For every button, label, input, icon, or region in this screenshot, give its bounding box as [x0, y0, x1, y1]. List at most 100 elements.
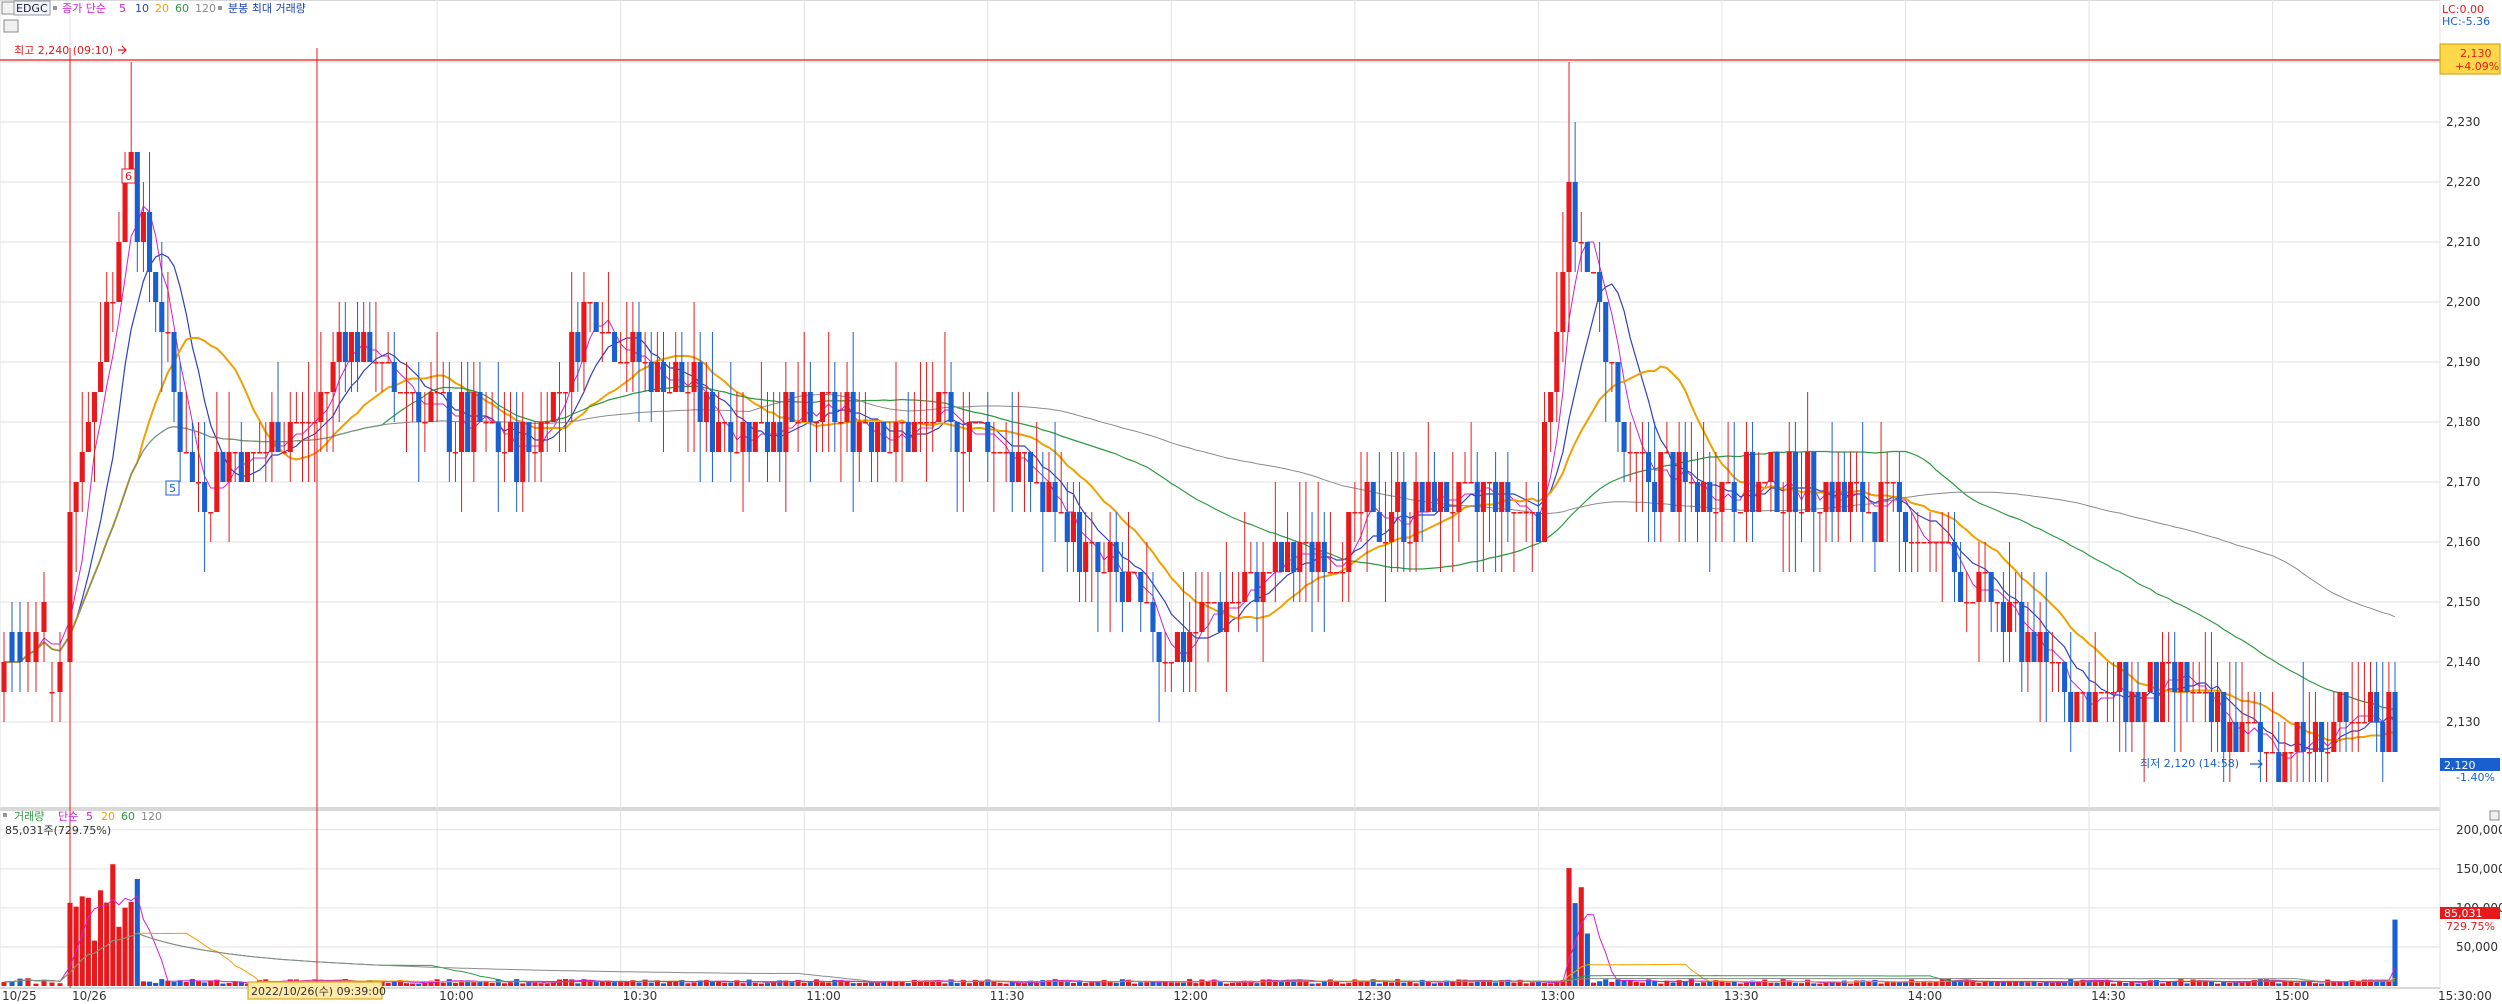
- volume-bar: [397, 980, 403, 986]
- volume-bar: [1278, 981, 1285, 986]
- volume-bar: [1493, 982, 1499, 986]
- settings-icon[interactable]: [1, 1, 15, 15]
- price-tick: 2,180: [2446, 415, 2480, 429]
- volume-bar: [410, 983, 416, 986]
- volume-bar: [2141, 982, 2147, 986]
- candle-body: [1211, 602, 1217, 604]
- volume-bar: [477, 981, 483, 986]
- candle-body: [1034, 482, 1040, 484]
- candle-body: [324, 392, 330, 394]
- volume-bar: [2233, 981, 2239, 986]
- candle-body: [942, 392, 948, 394]
- volume-bar: [526, 982, 532, 986]
- candle-body: [471, 392, 477, 452]
- volume-bar: [1248, 980, 1254, 986]
- volume-panel-toggle-icon[interactable]: [2489, 810, 2500, 821]
- volume-bar: [960, 979, 966, 986]
- volume-bar: [98, 890, 104, 986]
- volume-bar: [2367, 979, 2374, 986]
- candle-body: [1278, 542, 1285, 572]
- candle-body: [2049, 662, 2055, 664]
- volume-bar: [195, 981, 202, 986]
- crosshair-time: 2022/10/26(수) 09:39:00: [251, 985, 386, 998]
- candle-body: [1939, 542, 1945, 544]
- volume-bar: [764, 983, 771, 986]
- volume-bar: [501, 983, 507, 986]
- volume-bar: [979, 980, 985, 986]
- candle-body: [1303, 542, 1309, 544]
- candle-body: [587, 302, 593, 304]
- toggle-panel-icon[interactable]: [3, 19, 19, 33]
- volume-bar: [936, 980, 942, 986]
- candle-body: [122, 182, 128, 242]
- symbol-box[interactable]: [13, 0, 51, 16]
- candle-body: [1064, 512, 1070, 542]
- candle-body: [1009, 452, 1015, 482]
- candle-body: [1437, 482, 1444, 512]
- candle-body: [2074, 692, 2080, 722]
- volume-bar: [2062, 982, 2068, 986]
- candle-body: [1138, 572, 1144, 602]
- candle-body: [697, 362, 703, 422]
- candle-body: [1756, 482, 1762, 512]
- candle-body: [1645, 452, 1652, 482]
- volume-bar: [691, 982, 697, 986]
- volume-bar: [2312, 983, 2319, 986]
- candle-body: [1003, 452, 1009, 454]
- volume-bar: [79, 896, 85, 986]
- candle-body: [1902, 512, 1909, 542]
- volume-bar: [202, 982, 208, 986]
- volume-bar: [783, 980, 789, 986]
- candle-body: [881, 422, 887, 452]
- time-tick: 14:00: [1908, 989, 1943, 1003]
- candle-body: [2239, 722, 2245, 752]
- volume-bar: [868, 981, 875, 986]
- volume-bar: [1340, 983, 1346, 986]
- candle-body: [832, 392, 838, 422]
- candle-body: [1915, 542, 1921, 544]
- volume-bar: [1003, 983, 1009, 986]
- volume-indicator-label: 단순: [58, 810, 78, 823]
- candle-body: [189, 452, 195, 482]
- volume-bar: [2000, 982, 2006, 986]
- volume-bar: [569, 979, 575, 986]
- candle-body: [1805, 452, 1811, 512]
- candle-body: [2367, 692, 2374, 722]
- volume-bar: [2221, 981, 2227, 986]
- candle-body: [807, 392, 813, 422]
- candle-body: [648, 362, 654, 392]
- volume-bar: [1034, 982, 1040, 986]
- volume-bar: [2215, 983, 2221, 986]
- candle-body: [232, 452, 238, 454]
- candle-body: [2104, 692, 2110, 694]
- volume-bar: [1584, 933, 1590, 986]
- candle-body: [1541, 422, 1548, 542]
- vol-ma60-legend: 60: [121, 810, 135, 823]
- candle-body: [2349, 722, 2355, 724]
- candle-body: [777, 422, 783, 452]
- volume-bar: [238, 982, 244, 986]
- candle-body: [355, 332, 361, 362]
- volume-panel: [0, 809, 2441, 989]
- candle-body: [1083, 542, 1089, 572]
- candle-body: [287, 422, 293, 452]
- volume-bar: [624, 981, 630, 986]
- volume-bar: [1639, 982, 1645, 986]
- candle-body: [1725, 482, 1731, 484]
- volume-bar: [1009, 981, 1015, 986]
- volume-bar: [422, 982, 428, 986]
- candle-body: [801, 392, 807, 422]
- volume-bar: [1480, 980, 1486, 986]
- extra-indicator-label: 분봉 최대 거래량: [228, 2, 306, 15]
- candle-body: [361, 332, 367, 362]
- volume-bar: [2147, 980, 2153, 986]
- candle-body: [459, 392, 465, 452]
- volume-bar: [1064, 982, 1070, 986]
- volume-bar: [1786, 980, 1792, 986]
- candle-body: [2068, 692, 2074, 722]
- volume-bar: [1419, 979, 1425, 986]
- volume-bar: [495, 979, 501, 986]
- candle-body: [57, 662, 63, 692]
